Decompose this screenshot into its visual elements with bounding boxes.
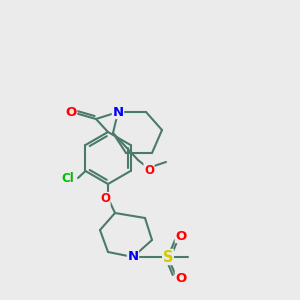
Text: O: O (176, 230, 187, 242)
Text: O: O (100, 193, 110, 206)
Text: S: S (163, 250, 173, 265)
Text: N: N (112, 106, 124, 118)
Text: O: O (144, 164, 154, 176)
Text: O: O (176, 272, 187, 284)
Text: Cl: Cl (61, 172, 74, 184)
Text: N: N (128, 250, 139, 263)
Text: O: O (65, 106, 76, 119)
